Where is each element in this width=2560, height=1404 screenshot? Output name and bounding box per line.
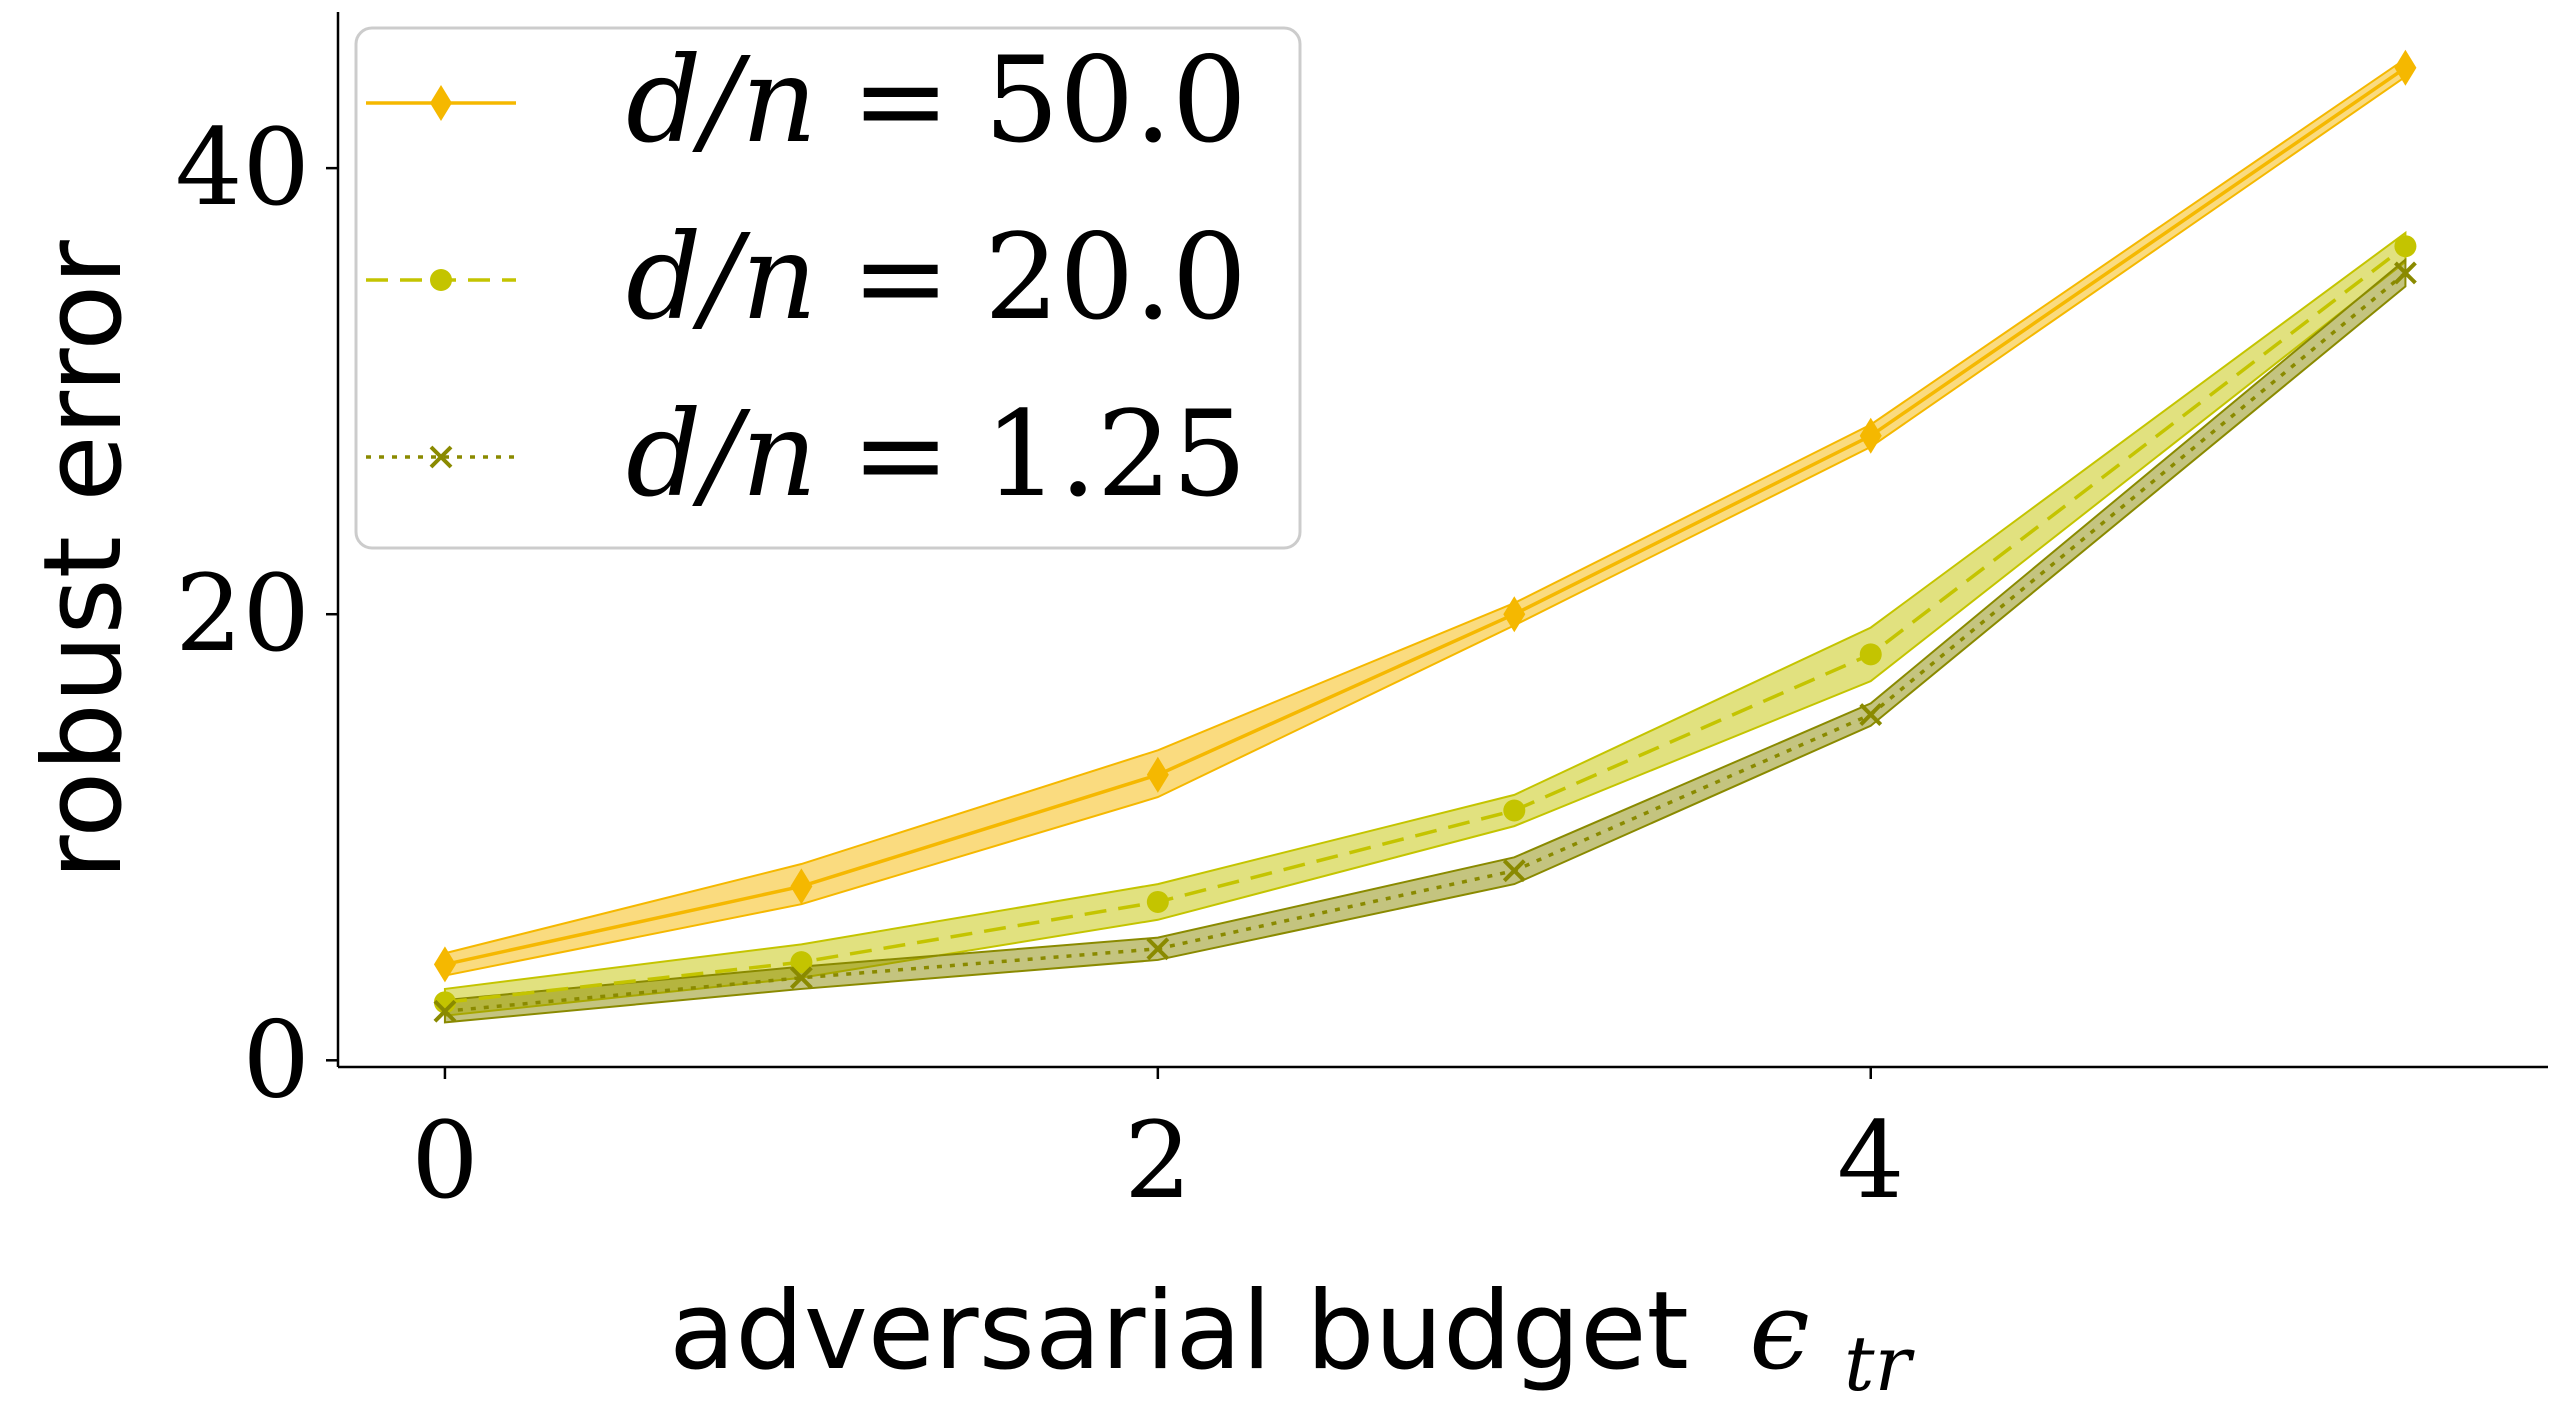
point-series-2-2: [1146, 937, 1170, 961]
axis-labels: adversarial budget ϵ tr robust error: [21, 240, 1916, 1404]
x-tick-label-4: 4: [1837, 1099, 1904, 1222]
point-series-1-4: [1859, 643, 1882, 666]
point-series-1-5: [2394, 235, 2417, 258]
series-lines: [444, 66, 2407, 1013]
point-series-0-5: [2394, 49, 2417, 86]
point-series-2-0: [433, 999, 457, 1023]
legend-marker-0: [430, 85, 452, 121]
point-series-2-5: [2394, 261, 2417, 285]
legend-item-1: d/n = 20.0: [366, 208, 1247, 346]
point-series-0-0: [433, 946, 456, 983]
legend-box: [354, 26, 1302, 550]
y-tick-label-0: 0: [243, 998, 310, 1121]
x-axis-label: adversarial budget ϵ tr: [669, 1269, 1916, 1404]
series-markers: [433, 49, 2417, 1023]
line-series-1: [444, 244, 2407, 1005]
legend-label-1: d/n = 20.0: [626, 208, 1247, 346]
point-series-1-1: [790, 951, 813, 974]
band-series-2: [443, 257, 2407, 1024]
point-series-2-3: [1502, 859, 1526, 883]
point-series-2-4: [1859, 703, 1883, 727]
legend-marker-1: [430, 269, 452, 291]
y-axis-label: robust error: [21, 240, 146, 880]
x-tick-label-2: 2: [1124, 1099, 1191, 1222]
legend-label-0: d/n = 50.0: [626, 31, 1247, 169]
legend: d/n = 50.0 d/n = 20.0 d/n = 1.25: [354, 26, 1302, 550]
legend-item-2: d/n = 1.25: [366, 385, 1247, 523]
point-series-0-3: [1503, 596, 1526, 633]
point-series-0-4: [1859, 417, 1882, 454]
point-series-0-1: [790, 868, 813, 905]
y-tick-label-20: 20: [175, 552, 310, 675]
point-series-2-1: [789, 966, 813, 990]
legend-label-2: d/n = 1.25: [626, 385, 1247, 523]
y-tick-label-40: 40: [175, 106, 310, 229]
legend-marker-2: [429, 445, 453, 469]
point-series-0-2: [1146, 756, 1169, 793]
x-tick-label-0: 0: [411, 1099, 478, 1222]
axes: [336, 12, 2548, 1069]
line-series-2: [444, 271, 2407, 1013]
legend-item-0: d/n = 50.0: [366, 31, 1247, 169]
point-series-1-3: [1503, 799, 1526, 822]
line-series-0: [444, 66, 2407, 967]
point-series-1-2: [1146, 890, 1169, 913]
